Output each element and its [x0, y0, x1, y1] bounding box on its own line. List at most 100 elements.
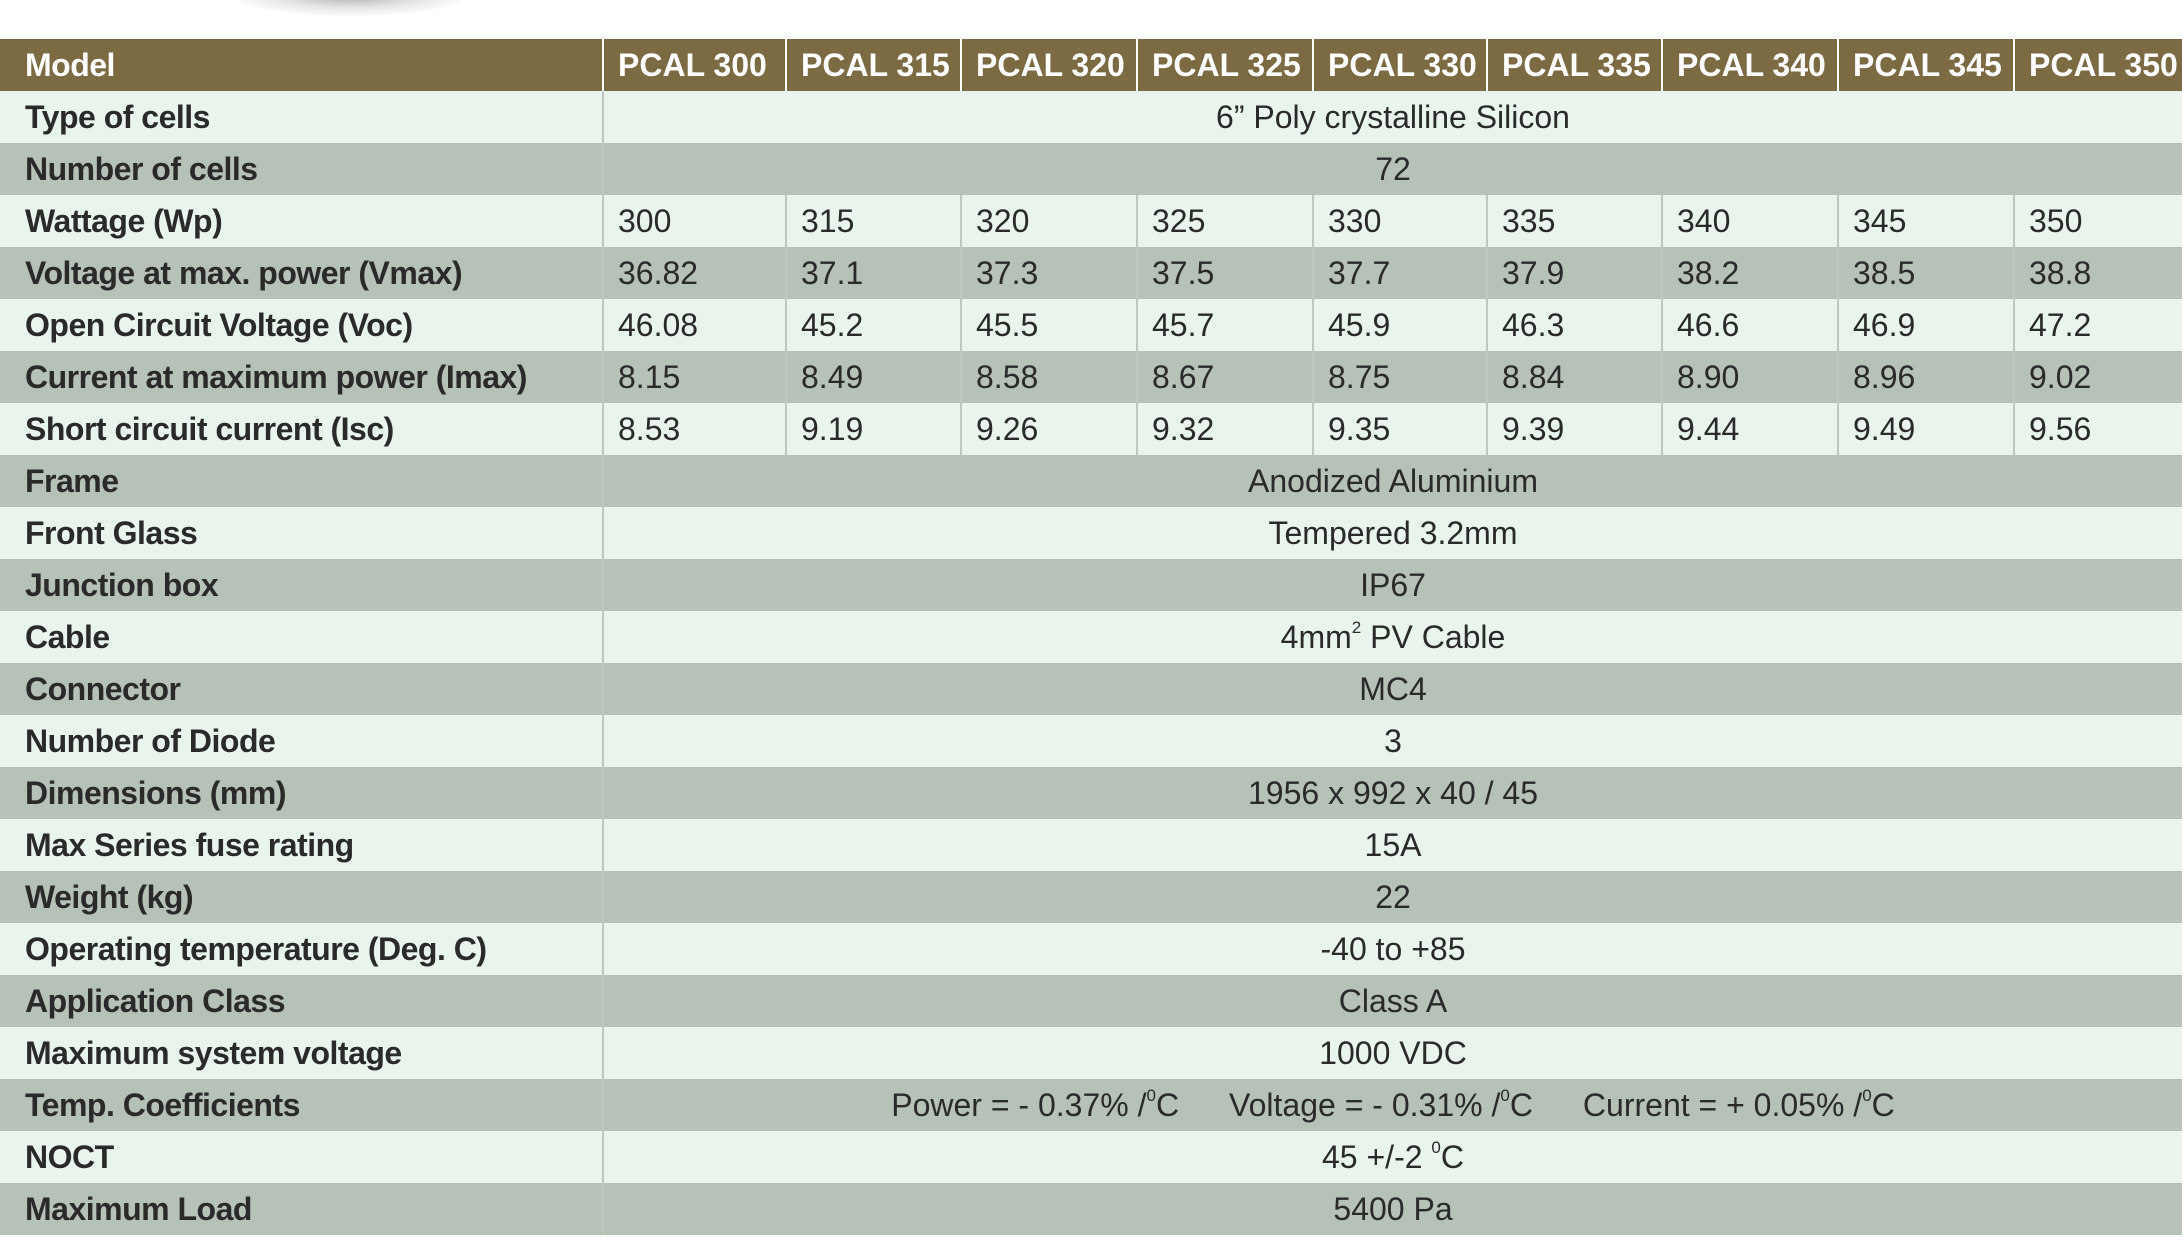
table-cell: 8.84 — [1486, 351, 1662, 403]
row-label: Cable — [0, 611, 603, 663]
table-cell: 37.9 — [1486, 247, 1662, 299]
table-row: Maximum system voltage 1000 VDC — [0, 1027, 2182, 1079]
row-label: Open Circuit Voltage (Voc) — [0, 299, 603, 351]
row-value: 1000 VDC — [602, 1027, 2182, 1079]
row-value: 5400 Pa — [602, 1183, 2182, 1235]
table-row: Frame Anodized Aluminium — [0, 455, 2182, 507]
table-cell: 330 — [1312, 195, 1487, 247]
table-cell: 45.9 — [1312, 299, 1487, 351]
table-cell: 45.2 — [785, 299, 961, 351]
row-label: Application Class — [0, 975, 603, 1027]
table-cell: 320 — [960, 195, 1137, 247]
row-label: Number of Diode — [0, 715, 603, 767]
row-label: Weight (kg) — [0, 871, 603, 923]
table-cell: 8.53 — [602, 403, 786, 455]
header-model: PCAL 345 — [1837, 39, 2014, 91]
table-cell: 9.44 — [1661, 403, 1838, 455]
row-label: Maximum system voltage — [0, 1027, 603, 1079]
voltage-coefficient: Voltage = - 0.31% /0C — [1229, 1085, 1533, 1123]
row-label: Number of cells — [0, 143, 603, 195]
table-cell: 9.26 — [960, 403, 1137, 455]
row-value: 72 — [602, 143, 2182, 195]
row-label: Short circuit current (Isc) — [0, 403, 603, 455]
table-cell: 8.58 — [960, 351, 1137, 403]
table-cell: 37.3 — [960, 247, 1137, 299]
table-row: Front Glass Tempered 3.2mm — [0, 507, 2182, 559]
table-row: Current at maximum power (Imax) 8.15 8.4… — [0, 351, 2182, 403]
table-row: Maximum Load 5400 Pa — [0, 1183, 2182, 1235]
table-row: Type of cells 6” Poly crystalline Silico… — [0, 91, 2182, 143]
table-cell: 350 — [2013, 195, 2182, 247]
power-coefficient: Power = - 0.37% /0C — [891, 1085, 1180, 1123]
cable-value-superscript: 2 — [1351, 617, 1362, 637]
table-row: Short circuit current (Isc) 8.53 9.19 9.… — [0, 403, 2182, 455]
row-value: 6” Poly crystalline Silicon — [602, 91, 2182, 143]
table-row: Junction box IP67 — [0, 559, 2182, 611]
table-cell: 37.5 — [1136, 247, 1313, 299]
current-coefficient: Current = + 0.05% /0C — [1582, 1085, 1895, 1123]
row-label: Maximum Load — [0, 1183, 603, 1235]
table-row: Wattage (Wp) 300 315 320 325 330 335 340… — [0, 195, 2182, 247]
cable-value-base: 4mm — [1280, 618, 1352, 655]
row-label: Dimensions (mm) — [0, 767, 603, 819]
table-cell: 9.39 — [1486, 403, 1662, 455]
table-cell: 340 — [1661, 195, 1838, 247]
row-label: Frame — [0, 455, 603, 507]
table-cell: 46.6 — [1661, 299, 1838, 351]
header-model: PCAL 350 — [2013, 39, 2182, 91]
table-header-row: Model PCAL 300 PCAL 315 PCAL 320 PCAL 32… — [0, 39, 2182, 91]
table-row: Temp. Coefficients Power = - 0.37% /0C Vo… — [0, 1079, 2182, 1131]
table-cell: 8.15 — [602, 351, 786, 403]
table-cell: 46.9 — [1837, 299, 2014, 351]
table-row: Max Series fuse rating 15A — [0, 819, 2182, 871]
row-label: Type of cells — [0, 91, 603, 143]
table-cell: 45.5 — [960, 299, 1137, 351]
row-value: 22 — [602, 871, 2182, 923]
row-label: Current at maximum power (Imax) — [0, 351, 603, 403]
header-model: PCAL 340 — [1661, 39, 1838, 91]
row-label: NOCT — [0, 1131, 603, 1183]
header-model-label: Model — [0, 39, 603, 91]
table-cell: 325 — [1136, 195, 1313, 247]
header-model: PCAL 325 — [1136, 39, 1313, 91]
table-cell: 9.35 — [1312, 403, 1487, 455]
table-cell: 47.2 — [2013, 299, 2182, 351]
row-value: MC4 — [602, 663, 2182, 715]
row-value: Anodized Aluminium — [602, 455, 2182, 507]
table-cell: 46.08 — [602, 299, 786, 351]
header-model: PCAL 300 — [602, 39, 786, 91]
specification-table: Model PCAL 300 PCAL 315 PCAL 320 PCAL 32… — [0, 39, 2182, 1235]
row-value: 4mm2 PV Cable — [602, 611, 2182, 663]
table-row: Application Class Class A — [0, 975, 2182, 1027]
row-label: Temp. Coefficients — [0, 1079, 603, 1131]
table-cell: 345 — [1837, 195, 2014, 247]
table-row: Voltage at max. power (Vmax) 36.82 37.1 … — [0, 247, 2182, 299]
row-value: Power = - 0.37% /0C Voltage = - 0.31% /0C… — [602, 1079, 2182, 1131]
table-cell: 8.96 — [1837, 351, 2014, 403]
row-label: Front Glass — [0, 507, 603, 559]
table-cell: 9.02 — [2013, 351, 2182, 403]
table-cell: 9.19 — [785, 403, 961, 455]
row-value: 15A — [602, 819, 2182, 871]
row-value: Class A — [602, 975, 2182, 1027]
row-value: Tempered 3.2mm — [602, 507, 2182, 559]
table-cell: 9.49 — [1837, 403, 2014, 455]
header-model: PCAL 315 — [785, 39, 961, 91]
table-row: Weight (kg) 22 — [0, 871, 2182, 923]
logo-shadow — [230, 0, 470, 16]
table-cell: 300 — [602, 195, 786, 247]
row-value: -40 to +85 — [602, 923, 2182, 975]
row-value: IP67 — [602, 559, 2182, 611]
table-cell: 38.2 — [1661, 247, 1838, 299]
table-cell: 9.32 — [1136, 403, 1313, 455]
table-row: Number of cells 72 — [0, 143, 2182, 195]
table-cell: 8.75 — [1312, 351, 1487, 403]
table-row: Connector MC4 — [0, 663, 2182, 715]
row-label: Max Series fuse rating — [0, 819, 603, 871]
table-row: Number of Diode 3 — [0, 715, 2182, 767]
table-cell: 335 — [1486, 195, 1662, 247]
table-row: NOCT 45 +/-2 0C — [0, 1131, 2182, 1183]
table-cell: 45.7 — [1136, 299, 1313, 351]
table-cell: 8.49 — [785, 351, 961, 403]
